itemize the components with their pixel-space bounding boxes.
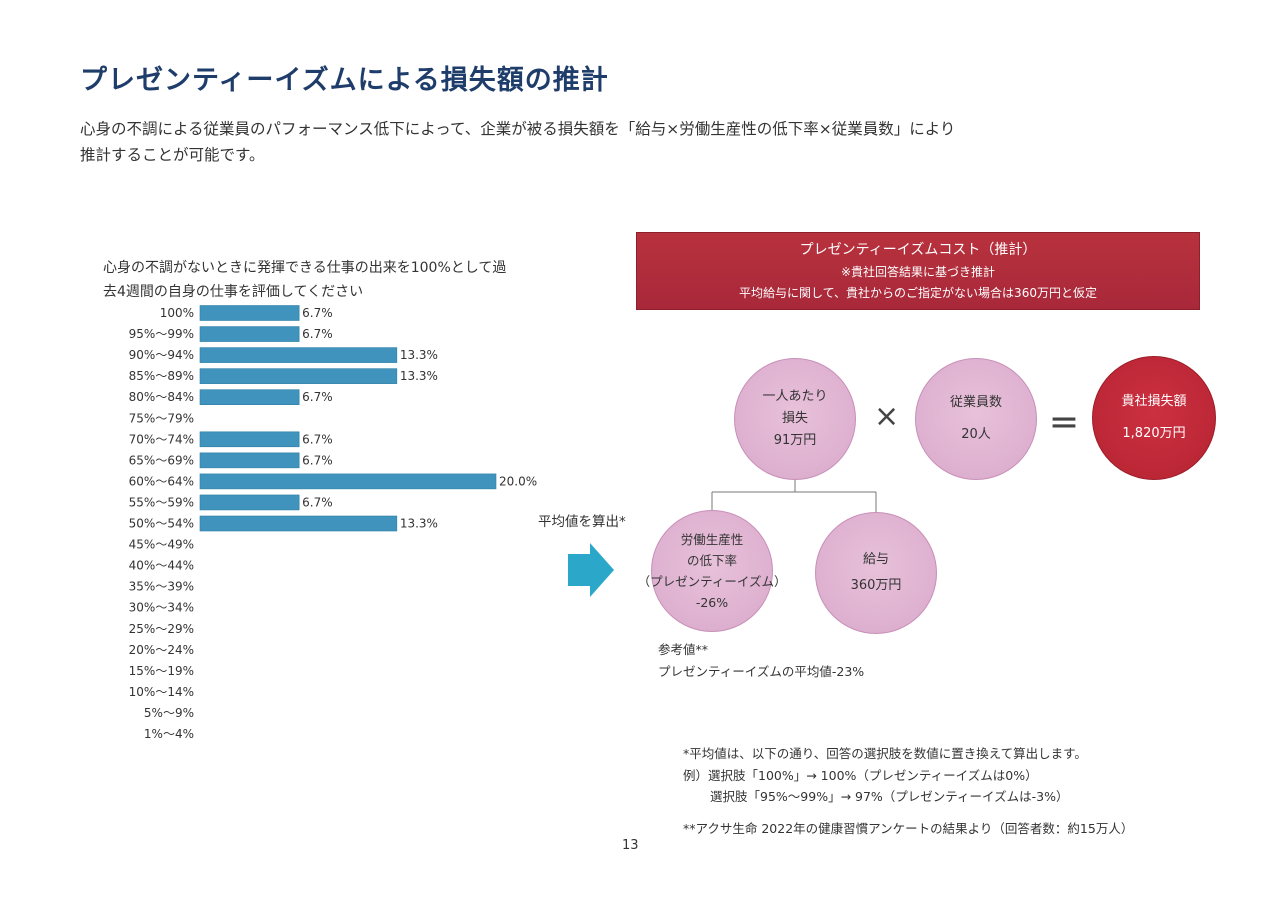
employees-circle: 従業員数 20人 [915, 358, 1037, 480]
salary-circle: 給与 360万円 [815, 512, 937, 634]
decline-label-3: （プレゼンティーイズム） [637, 574, 787, 589]
category-label: 30%～34% [129, 601, 194, 615]
value-label: 13.3% [400, 348, 438, 362]
bar [199, 305, 300, 321]
page-number: 13 [622, 838, 639, 853]
reference-line-1: 参考値** [658, 642, 709, 657]
employees-label: 従業員数 [949, 395, 1002, 410]
total-loss-label: 貴社損失額 [1121, 394, 1187, 409]
cost-box-note-1: ※貴社回答結果に基づき推計 [840, 265, 996, 279]
category-label: 100% [160, 306, 194, 320]
category-label: 70%～74% [129, 432, 194, 446]
page-title: プレゼンティーイズムによる損失額の推計 [80, 65, 609, 96]
description-line-1: 心身の不調による従業員のパフォーマンス低下によって、企業が被る損失額を「給与×労… [80, 120, 956, 138]
bar [199, 515, 398, 532]
footnote-4: **アクサ生命 2022年の健康習慣アンケートの結果より（回答者数：約15万人） [683, 821, 1134, 836]
category-label: 45%～49% [129, 538, 194, 552]
decline-label-1: 労働生産性 [680, 532, 744, 547]
bar [199, 389, 300, 405]
multiply-sign: × [874, 399, 900, 434]
value-label: 20.0% [499, 474, 537, 488]
reference-line-2: プレゼンティーイズムの平均値-23% [658, 664, 865, 679]
category-label: 95%～99% [129, 327, 194, 341]
category-label: 40%～44% [129, 559, 194, 573]
cost-box: プレゼンティーイズムコスト（推計） ※貴社回答結果に基づき推計 平均給与に関して… [636, 232, 1200, 310]
bar-chart: 100% 6.7% 95%～99% 6.7% 90%～94% 13.3% 85%～89% 13… [129, 305, 537, 741]
decline-label-2: の低下率 [686, 553, 737, 568]
decline-value: -26% [695, 595, 729, 610]
category-label: 35%～39% [129, 580, 194, 594]
salary-label: 給与 [862, 552, 889, 567]
category-label: 1%～4% [144, 727, 194, 741]
category-label: 60%～64% [129, 474, 194, 488]
value-label: 6.7% [302, 453, 333, 467]
description-line-2: 推計することが可能です。 [80, 146, 265, 164]
bar [199, 452, 300, 469]
category-label: 65%～69% [129, 453, 194, 467]
bar [199, 431, 300, 448]
bar [199, 368, 398, 384]
value-label: 6.7% [302, 390, 333, 404]
arrow-right-icon [568, 543, 614, 597]
value-label: 6.7% [302, 327, 333, 341]
per-person-label-2: 損失 [781, 411, 808, 426]
category-label: 20%～24% [129, 643, 194, 657]
category-label: 10%～14% [129, 685, 194, 699]
total-loss-circle: 貴社損失額 1,820万円 [1092, 356, 1216, 480]
category-label: 50%～54% [129, 517, 194, 531]
bar [199, 326, 300, 342]
category-label: 55%～59% [129, 495, 194, 509]
equals-sign: ＝ [1049, 407, 1079, 442]
category-label: 15%～19% [129, 664, 194, 678]
footnote-3: 選択肢「95%～99%」→ 97%（プレゼンティーイズムは-3%） [710, 789, 1069, 804]
bar [199, 473, 497, 490]
value-label: 6.7% [302, 495, 333, 509]
per-person-loss-circle: 一人あたり 損失 91万円 [734, 358, 856, 480]
cost-box-note-2: 平均給与に関して、貴社からのご指定がない場合は360万円と仮定 [739, 286, 1097, 300]
category-label: 90%～94% [129, 348, 194, 362]
value-label: 13.3% [400, 517, 438, 531]
per-person-label-1: 一人あたり [762, 389, 828, 404]
total-loss-value: 1,820万円 [1122, 426, 1186, 441]
category-label: 75%～79% [129, 411, 194, 425]
footnote-1: *平均値は、以下の通り、回答の選択肢を数値に置き換えて算出します。 [683, 746, 1087, 761]
bar [199, 347, 398, 363]
salary-value: 360万円 [850, 578, 902, 593]
question-line-1: 心身の不調がないときに発揮できる仕事の出来を100%として過 [103, 260, 507, 276]
bar [199, 494, 300, 511]
productivity-decline-circle: 労働生産性 の低下率 （プレゼンティーイズム） -26% [638, 510, 786, 632]
footnote-2: 例）選択肢「100%」→ 100%（プレゼンティーイズムは0%） [683, 768, 1038, 783]
value-label: 13.3% [400, 369, 438, 383]
cost-box-title: プレゼンティーイズムコスト（推計） [799, 242, 1037, 258]
question-line-2: 去4週間の自身の仕事を評価してください [103, 284, 364, 300]
value-label: 6.7% [302, 306, 333, 320]
employees-value: 20人 [961, 427, 991, 442]
category-label: 5%～9% [144, 706, 194, 720]
category-label: 80%～84% [129, 390, 194, 404]
value-label: 6.7% [302, 432, 333, 446]
average-label: 平均値を算出* [538, 514, 626, 530]
category-label: 85%～89% [129, 369, 194, 383]
per-person-value: 91万円 [773, 433, 817, 448]
category-label: 25%～29% [129, 622, 194, 636]
